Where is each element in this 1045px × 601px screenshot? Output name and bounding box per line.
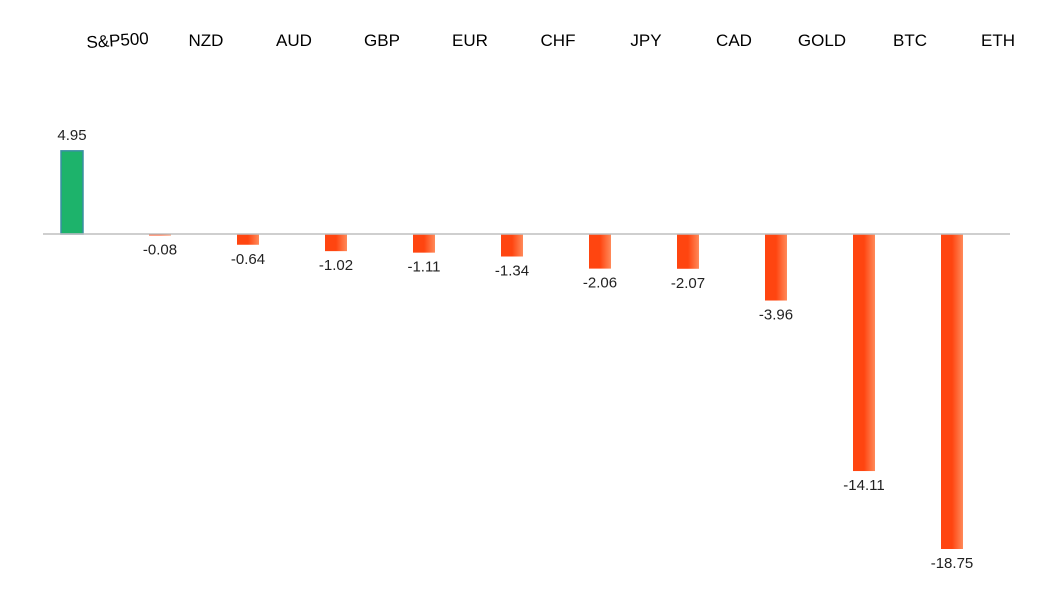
bar-chf [501, 234, 523, 257]
value-label-jpy: -2.06 [583, 275, 617, 292]
value-label-aud: -0.64 [231, 251, 265, 268]
category-label-jpy: JPY [630, 31, 661, 50]
bar-aud [237, 234, 259, 245]
bar-eur [413, 234, 435, 253]
category-label-gold: GOLD [798, 31, 846, 50]
value-label-gbp: -1.02 [319, 257, 353, 274]
category-label-aud: AUD [276, 31, 312, 50]
bar-btc [853, 234, 875, 472]
value-label-eth: -18.75 [931, 555, 974, 572]
bar-cad [677, 234, 699, 269]
category-label-cad: CAD [716, 31, 752, 50]
value-label-btc: -14.11 [843, 477, 884, 494]
value-label-eur: -1.11 [407, 259, 440, 276]
bar-eth [941, 234, 963, 549]
value-labels: 4.95 -0.08 -0.64 -1.02 -1.11 -1.34 -2.06 -2.07 -… [57, 127, 973, 572]
category-label-eth: ETH [981, 31, 1015, 50]
value-label-cad: -2.07 [671, 275, 705, 292]
bar-gbp [325, 234, 347, 252]
value-label-s-p500: 4.95 [57, 127, 86, 144]
category-labels: S&P500 NZD AUD GBP EUR CHF JPY CAD GOLD BTC ETH [86, 29, 1015, 52]
category-label-eur: EUR [452, 31, 488, 50]
category-label-chf: CHF [541, 31, 576, 50]
bars [60, 150, 963, 549]
category-label-btc: BTC [893, 31, 927, 50]
bar-gold [765, 234, 787, 301]
bar-jpy [589, 234, 611, 269]
value-label-chf: -1.34 [495, 263, 529, 280]
category-label-s-p500: S&P500 [86, 29, 150, 52]
bar-s-p500 [60, 150, 84, 235]
value-label-nzd: -0.08 [143, 242, 177, 259]
category-label-nzd: NZD [189, 31, 224, 50]
category-label-gbp: GBP [364, 31, 400, 50]
value-label-gold: -3.96 [759, 307, 793, 324]
